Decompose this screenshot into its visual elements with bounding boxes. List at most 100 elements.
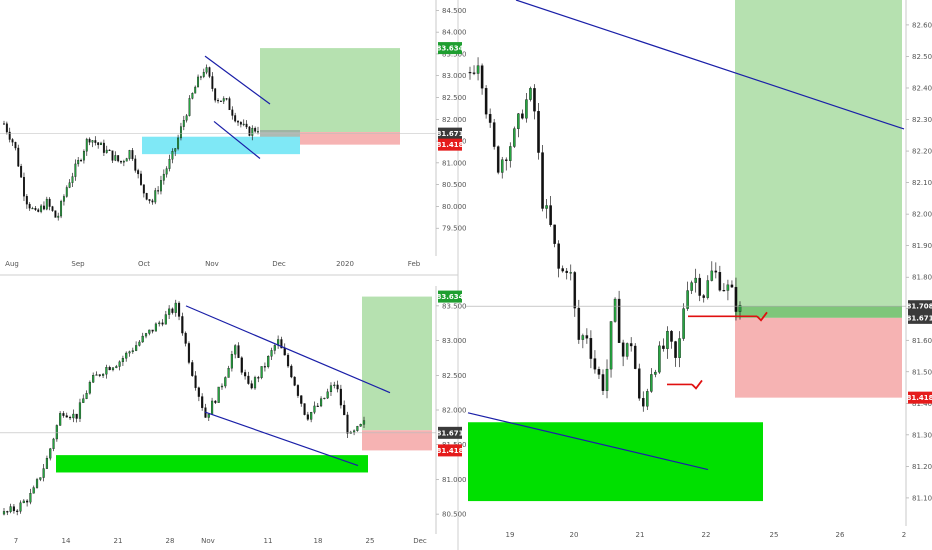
y-tick-label: 82.300 (912, 116, 932, 124)
candle-body (6, 511, 9, 513)
candle-body (565, 270, 568, 273)
candle-body (205, 67, 208, 73)
candle-body (484, 88, 488, 115)
candle-body (108, 149, 111, 152)
candle-body (22, 500, 25, 504)
candle-body (267, 356, 270, 367)
candle-body (39, 477, 42, 480)
candle-body (55, 425, 58, 440)
candle-body (17, 147, 20, 167)
y-tick-label: 81.000 (442, 476, 467, 484)
candle-body (171, 308, 174, 313)
candle-body (561, 268, 564, 272)
candle-body (25, 196, 28, 205)
demand-zone (142, 136, 300, 155)
candle-body (228, 98, 231, 111)
entry-band (735, 306, 902, 318)
candle-body (629, 343, 633, 347)
candle-body (650, 374, 653, 392)
candle-body (48, 198, 51, 207)
x-tick-label: 2 (902, 531, 906, 539)
candle-body (137, 170, 140, 175)
x-tick-label: 26 (836, 531, 845, 539)
price-tag-bg (438, 426, 462, 439)
candle-body (29, 493, 32, 503)
candle-body (72, 413, 75, 419)
candle-body (270, 350, 273, 357)
candle-body (718, 272, 722, 291)
candle-body (120, 160, 122, 163)
candle-body (593, 358, 597, 370)
candle-body (253, 377, 257, 389)
y-tick-label: 83.500 (442, 302, 467, 310)
x-tick-label: Nov (205, 260, 219, 268)
x-tick-label: 11 (264, 537, 273, 545)
candle-body (68, 416, 72, 419)
candle-body (323, 397, 326, 400)
candle-body (333, 384, 336, 386)
candle-body (94, 140, 97, 143)
candle-body (161, 322, 164, 325)
candle-body (82, 151, 85, 161)
x-tick-label: 25 (770, 531, 779, 539)
candle-body (585, 335, 589, 339)
candle-body (164, 314, 167, 325)
price-tag: 81.418 (436, 138, 464, 151)
candle-body (197, 76, 200, 88)
candle-body (237, 345, 240, 358)
candle-body (68, 182, 71, 188)
candle-body (202, 72, 205, 77)
candle-body (290, 365, 293, 378)
y-tick-label: 82.500 (912, 53, 932, 61)
candle-body (686, 290, 689, 309)
candle-body (3, 123, 5, 125)
y-tick-label: 82.200 (912, 148, 932, 156)
demand-zone (468, 422, 763, 502)
candle-body (71, 176, 74, 183)
candle-body (54, 210, 57, 218)
candle-body (738, 305, 742, 312)
candle-body (52, 438, 55, 449)
candle-body (88, 138, 91, 143)
y-tick-label: 84.500 (442, 7, 467, 15)
candle-body (115, 366, 118, 368)
candle-body (187, 343, 191, 363)
trend-line (213, 120, 261, 159)
candle-body (60, 201, 63, 217)
candle-body (239, 122, 242, 125)
price-tag-label: 81.671 (436, 130, 463, 138)
candle-body (248, 126, 251, 136)
candle-body (174, 302, 177, 313)
target-zone (735, 0, 902, 307)
candle-body (468, 72, 472, 74)
candle-body (329, 385, 333, 393)
candle-body (19, 502, 22, 512)
candle-body (244, 372, 247, 377)
candle-body (214, 400, 217, 403)
candle-body (105, 367, 108, 375)
x-tick-label: 20 (570, 531, 579, 539)
candle-body (179, 126, 182, 139)
candle-body (336, 384, 339, 390)
candle-body (138, 341, 141, 346)
y-tick-label: 82.600 (912, 21, 932, 29)
candle-body (480, 65, 484, 89)
candle-body (343, 404, 346, 416)
candle-body (242, 123, 245, 126)
candle-body (722, 290, 726, 292)
candle-body (517, 113, 520, 129)
x-tick-label: 21 (636, 531, 645, 539)
candle-body (513, 128, 516, 147)
candle-body (160, 180, 162, 192)
candle-body (11, 139, 14, 143)
candle-body (263, 366, 266, 368)
candle-body (145, 192, 148, 200)
candle-body (224, 377, 227, 387)
candle-body (105, 149, 108, 153)
candle-body (102, 142, 105, 153)
candle-body (98, 374, 101, 376)
trend-line (204, 55, 271, 105)
candle-body (135, 345, 138, 351)
x-tick-label: 25 (366, 537, 375, 545)
candle-body (613, 298, 617, 322)
